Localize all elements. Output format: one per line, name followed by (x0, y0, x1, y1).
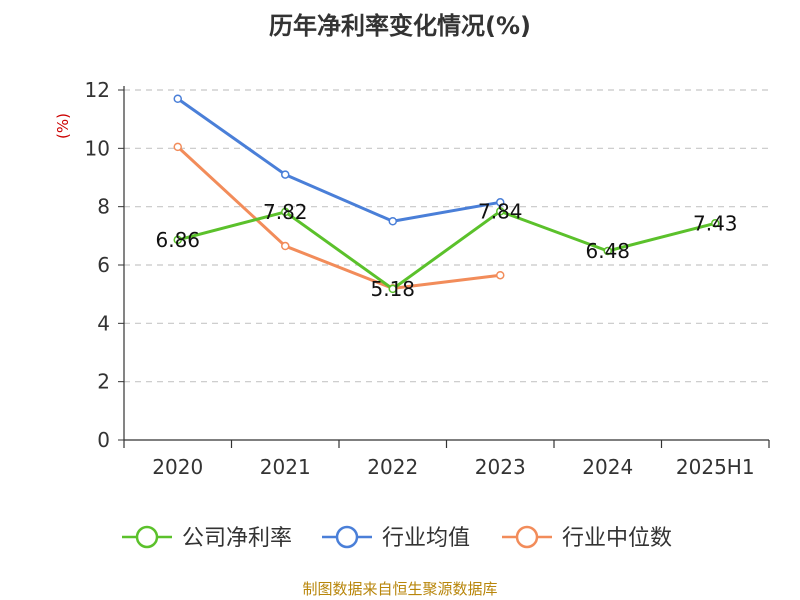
series-0-point-3 (496, 207, 505, 216)
data-label-2020: 6.86 (155, 228, 200, 252)
legend[interactable]: 公司净利率 行业均值 行业中位数 (122, 525, 672, 551)
legend-marker-1 (335, 525, 359, 549)
series-2-point-0 (173, 142, 182, 152)
data-label-2021: 7.82 (263, 200, 308, 224)
legend-marker-2 (515, 525, 539, 549)
series-line-2 (176, 145, 501, 290)
legend-item-2[interactable]: 行业中位数 (502, 525, 672, 551)
series-0-point-0 (173, 235, 182, 245)
series-1-point-2 (388, 217, 397, 226)
legend-label-2: 行业中位数 (562, 526, 672, 551)
series-line-0 (177, 209, 716, 291)
series-0-point-1 (281, 207, 290, 217)
series-line-1 (176, 97, 501, 223)
data-label-2022: 5.18 (370, 277, 415, 301)
x-tick-labels: 2020 2021 2022 2023 2024 2025H1 (152, 455, 754, 479)
x-tick-label-2025H1: 2025H1 (676, 455, 755, 479)
series-1-point-1 (281, 170, 290, 179)
y-axis-label: (%) (54, 113, 72, 139)
y-tick-labels: 0 2 4 6 8 10 12 (85, 78, 110, 452)
legend-item-0[interactable]: 公司净利率 (122, 525, 292, 551)
data-label-2025H1: 7.43 (693, 211, 738, 235)
axes (118, 86, 770, 448)
y-tick-label-2: 2 (97, 370, 110, 394)
legend-label-1: 行业均值 (382, 526, 470, 551)
x-tick-label-2023: 2023 (475, 455, 526, 479)
series-0-point-2 (388, 284, 397, 294)
x-tick-label-2020: 2020 (152, 455, 203, 479)
legend-item-1[interactable]: 行业均值 (322, 525, 470, 551)
series-0-point-4 (603, 246, 612, 256)
legend-marker-0 (135, 525, 159, 549)
series-group (173, 94, 720, 294)
series-1-point-3 (496, 198, 505, 207)
y-tick-label-10: 10 (85, 136, 110, 160)
y-tick-label-8: 8 (97, 195, 110, 219)
y-tick-label-4: 4 (97, 311, 110, 335)
series-2-point-3 (496, 270, 505, 280)
chart-title: 历年净利率变化情况(%) (269, 12, 531, 40)
y-tick-label-6: 6 (97, 253, 110, 277)
legend-label-0: 公司净利率 (182, 526, 292, 551)
data-label-2024: 6.48 (585, 239, 630, 263)
y-tick-label-12: 12 (85, 78, 110, 102)
x-tick-label-2021: 2021 (260, 455, 311, 479)
source-note: 制图数据来自恒生聚源数据库 (302, 580, 497, 598)
series-1-point-0 (173, 94, 182, 103)
series-0-point-5 (711, 219, 720, 228)
x-tick-label-2022: 2022 (367, 455, 418, 479)
data-label-2023: 7.84 (478, 199, 523, 223)
x-tick-label-2024: 2024 (582, 455, 633, 479)
data-labels: 6.86 7.82 5.18 7.84 6.48 7.43 (155, 199, 737, 301)
grid-lines (124, 89, 769, 383)
y-tick-label-0: 0 (97, 428, 110, 452)
series-2-point-1 (281, 241, 290, 251)
